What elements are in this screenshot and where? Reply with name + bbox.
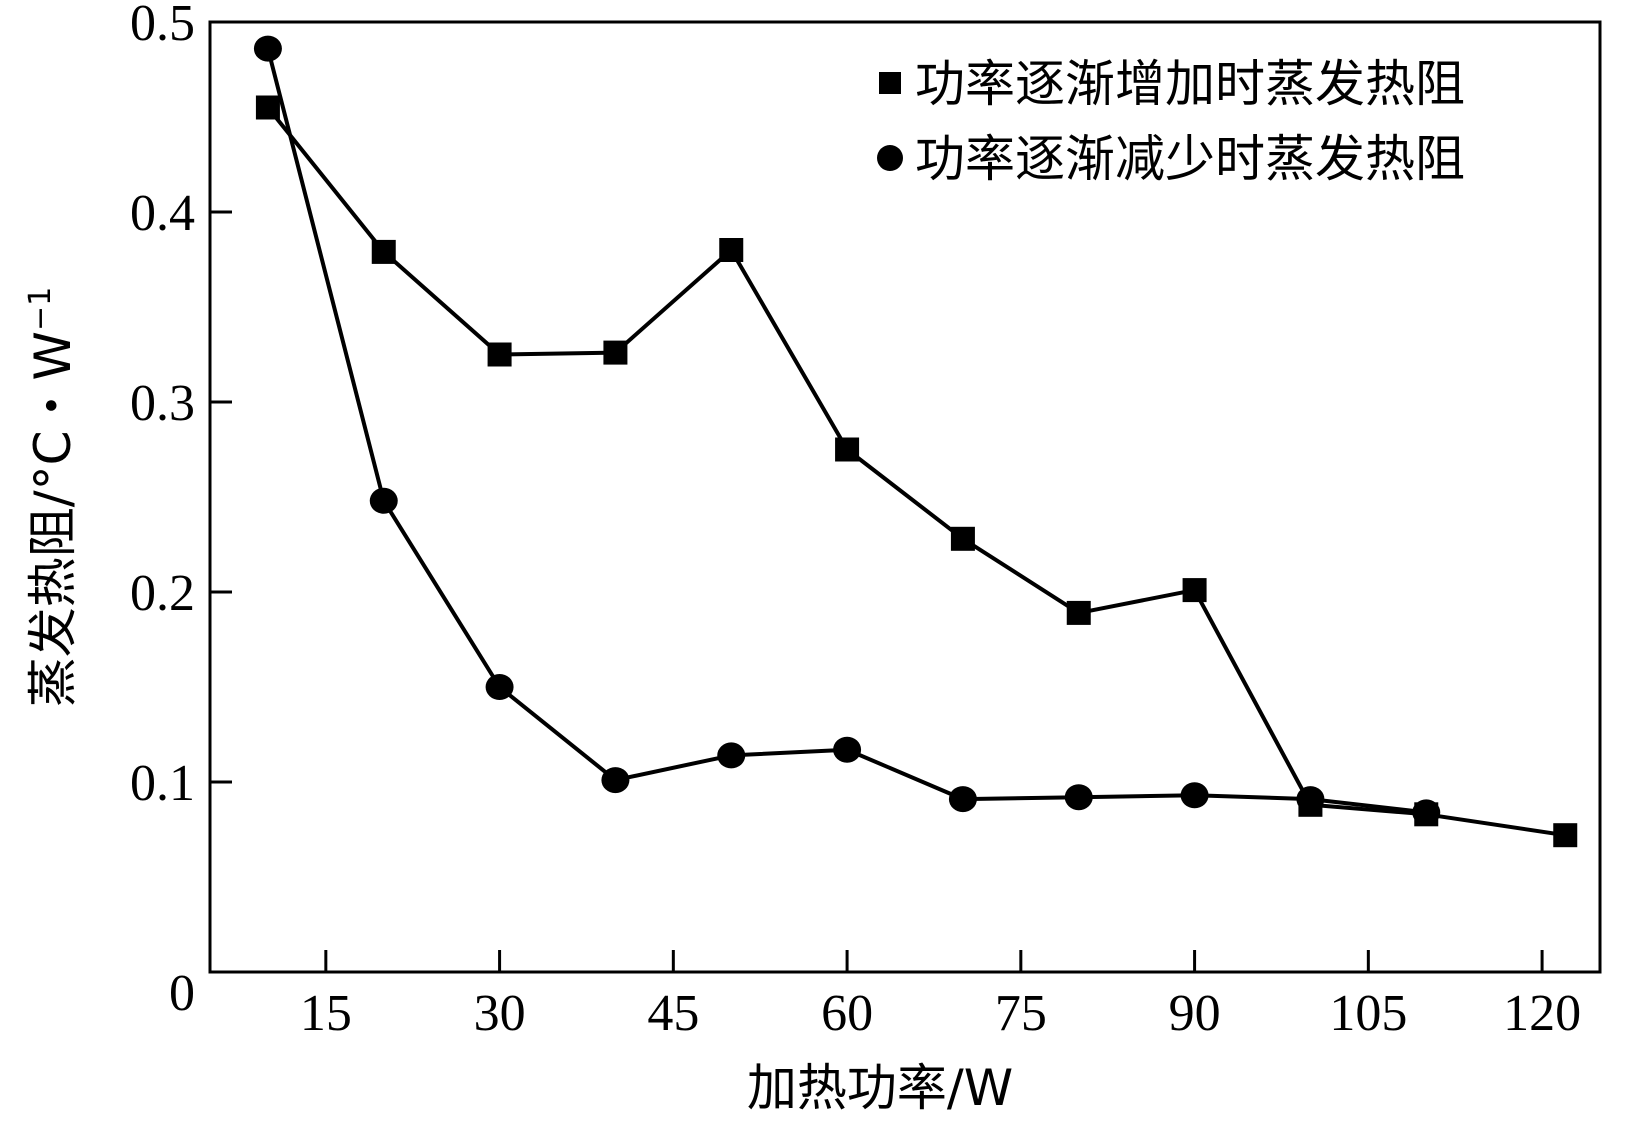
y-tick-label: 0.1 [130, 755, 195, 812]
data-point-square [603, 340, 628, 365]
y-axis-title: 蒸发热阻/°C・W−1 [23, 287, 82, 707]
x-tick-label: 60 [821, 985, 873, 1042]
series-layer [253, 35, 1578, 848]
svg-text:蒸发热阻/°C・W−1: 蒸发热阻/°C・W−1 [23, 287, 82, 707]
data-point-square [1066, 600, 1091, 625]
y-tick-label: 0.2 [130, 565, 195, 622]
data-point-circle [717, 742, 746, 769]
data-point-square [255, 95, 280, 120]
legend-label-decreasing: 功率逐渐减少时蒸发热阻 [915, 130, 1465, 188]
y-axis-title-text: 蒸发热阻/°C・W [24, 331, 82, 707]
x-tick-label: 15 [300, 985, 352, 1042]
data-point-circle [1064, 784, 1093, 811]
x-tick-label: 75 [995, 985, 1047, 1042]
data-point-square [950, 526, 975, 551]
x-tick-label: 90 [1169, 985, 1221, 1042]
y-axis-title-superscript: −1 [23, 287, 58, 331]
data-point-circle [253, 35, 282, 62]
y-origin-label: 0 [169, 965, 195, 1022]
series-square [255, 95, 1578, 848]
x-tick-label: 120 [1503, 985, 1581, 1042]
data-point-square [371, 239, 396, 264]
data-point-circle [833, 736, 862, 763]
x-tick-label: 30 [474, 985, 526, 1042]
legend: 功率逐渐增加时蒸发热阻 功率逐渐减少时蒸发热阻 [877, 55, 1465, 188]
y-tick-label: 0.5 [130, 0, 195, 52]
data-point-circle [1296, 786, 1325, 813]
series-line [266, 106, 1566, 838]
series-circle [253, 35, 1441, 826]
data-point-circle [601, 767, 630, 794]
data-point-circle [1180, 782, 1209, 809]
y-axis-ticks: 0.1 0.2 0.3 0.4 0.5 [130, 0, 232, 812]
data-point-square [835, 437, 860, 462]
legend-marker-circle [877, 145, 903, 171]
x-tick-label: 105 [1329, 985, 1407, 1042]
x-tick-label: 45 [647, 985, 699, 1042]
y-tick-label: 0.3 [130, 375, 195, 432]
data-point-circle [948, 786, 977, 813]
legend-marker-square [879, 72, 901, 94]
data-point-square [1553, 823, 1578, 848]
legend-label-increasing: 功率逐渐增加时蒸发热阻 [915, 55, 1465, 113]
y-tick-label: 0.4 [130, 185, 195, 242]
plot-frame [208, 20, 1602, 974]
data-point-square [719, 238, 744, 262]
data-point-square [1182, 578, 1207, 603]
data-point-circle [369, 487, 398, 514]
data-point-circle [1412, 799, 1441, 826]
data-point-square [487, 342, 512, 367]
data-point-circle [485, 674, 514, 700]
x-axis-ticks: 15 30 45 60 75 90 105 120 [300, 950, 1581, 1042]
x-axis-title: 加热功率/W [747, 1059, 1013, 1117]
